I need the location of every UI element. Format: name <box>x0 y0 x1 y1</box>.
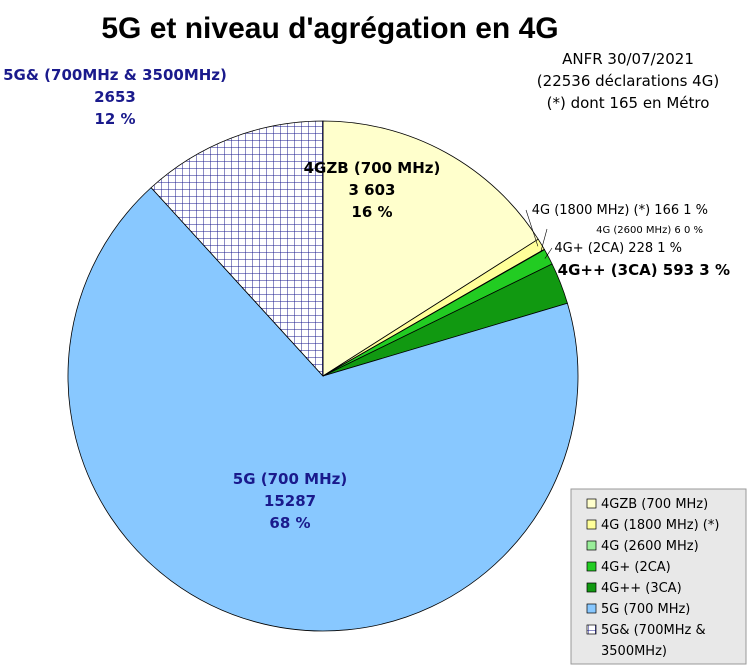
legend-swatch-2 <box>586 540 597 551</box>
legend-label-5: 5G (700 MHz) <box>601 602 690 617</box>
slice-label-6: 2653 <box>94 88 136 106</box>
slice-label-0: 16 % <box>351 203 392 221</box>
slice-labels: 4GZB (700 MHz) 3 603 16 % 4G (1800 MHz) (*)… <box>3 66 730 532</box>
annotations: ANFR 30/07/2021 (22536 déclarations 4G) (*… <box>537 50 719 112</box>
pie-slice-5 <box>67 187 579 632</box>
annotation-line: (*) dont 165 en Métro <box>547 94 710 112</box>
annotation-line: (22536 déclarations 4G) <box>537 72 719 90</box>
slice-label-4: 4G++ (3CA) 593 3 % <box>558 261 730 279</box>
slice-label-5: 68 % <box>269 514 310 532</box>
slice-label-6: 12 % <box>94 110 135 128</box>
legend-label-2: 4G (2600 MHz) <box>601 539 699 554</box>
legend-label-6: 5G& (700MHz & 3500MHz) <box>601 623 706 659</box>
legend-label-1: 4G (1800 MHz) (*) <box>601 518 719 533</box>
legend-swatch-1 <box>586 519 597 530</box>
slice-label-2: 4G (2600 MHz) 6 0 % <box>596 225 703 236</box>
legend-swatch-3 <box>586 561 597 572</box>
legend-swatch-5 <box>586 603 597 614</box>
slice-label-3: 4G+ (2CA) 228 1 % <box>554 241 682 256</box>
legend-label-0: 4GZB (700 MHz) <box>601 497 708 512</box>
legend-label-3: 4G+ (2CA) <box>601 560 671 575</box>
slice-label-0: 4GZB (700 MHz) <box>304 159 441 177</box>
legend-label-4: 4G++ (3CA) <box>601 581 682 596</box>
slice-label-5: 15287 <box>264 492 316 510</box>
legend: 4GZB (700 MHz) 4G (1800 MHz) (*) 4G (2600 … <box>570 488 747 665</box>
legend-box <box>570 488 747 665</box>
leader-line-1 <box>525 209 539 247</box>
chart-title: 5G et niveau d'agrégation en 4G <box>101 12 558 45</box>
pie-slices <box>67 120 579 632</box>
legend-swatch-4 <box>586 582 597 593</box>
slice-label-1: 4G (1800 MHz) (*) 166 1 % <box>532 203 708 218</box>
legend-swatch-6 <box>586 624 597 635</box>
annotation-line: ANFR 30/07/2021 <box>562 50 694 68</box>
slice-label-0: 3 603 <box>349 181 396 199</box>
leader-line-2 <box>540 228 548 252</box>
leader-line-3 <box>544 247 553 259</box>
pie-slice-6 <box>150 120 324 378</box>
pie-slice-0 <box>322 120 539 377</box>
slice-label-5: 5G (700 MHz) <box>233 470 347 488</box>
legend-swatch-0 <box>586 498 597 509</box>
slice-label-6: 5G& (700MHz & 3500MHz) <box>3 66 227 84</box>
